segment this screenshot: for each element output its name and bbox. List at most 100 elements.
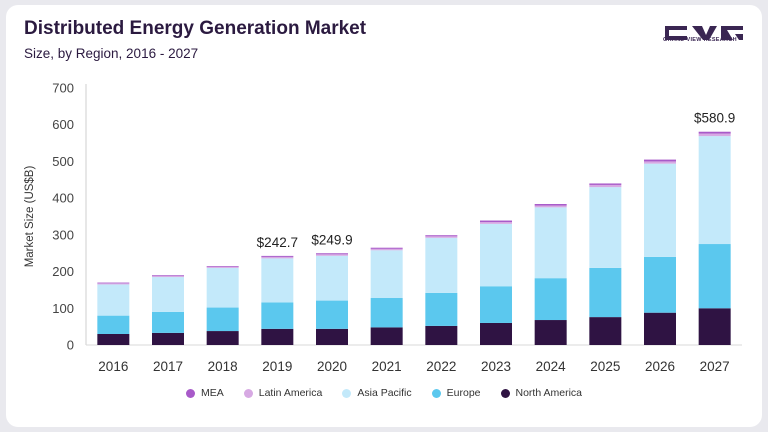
chart-title: Distributed Energy Generation Market	[24, 18, 367, 39]
x-tick-label: 2027	[700, 359, 730, 374]
data-label-2027: $580.9	[694, 111, 735, 126]
legend-swatch	[431, 388, 441, 398]
x-tick-label: 2020	[317, 359, 347, 374]
bar-segment-mea-2022	[425, 235, 458, 237]
bar-segment-europe-2027	[698, 244, 731, 309]
bar-segment-latin-america-2017	[152, 275, 184, 278]
bar-segment-asia-pacific-2021	[370, 250, 403, 299]
bar-segment-latin-america-2024	[534, 205, 567, 208]
bar-segment-mea-2027	[698, 131, 731, 134]
bar-segment-europe-2020	[316, 300, 348, 329]
bar-segment-north-america-2022	[425, 325, 458, 345]
legend-label: North America	[515, 387, 583, 399]
bar-segment-north-america-2019	[261, 328, 294, 345]
brand-name: GRAND VIEW RESEARCH	[663, 37, 737, 43]
data-label-2019: $242.7	[257, 235, 298, 250]
legend-swatch	[243, 388, 253, 398]
bar-segment-latin-america-2020	[316, 254, 348, 256]
legend-item-asia-pacific: Asia Pacific	[342, 387, 412, 399]
bar-segment-asia-pacific-2023	[480, 223, 512, 287]
bar-segment-latin-america-2026	[644, 161, 676, 164]
bar-segment-asia-pacific-2026	[644, 163, 676, 257]
y-tick-label: 200	[52, 264, 74, 279]
bar-segment-mea-2018	[206, 266, 239, 267]
bar-segment-asia-pacific-2019	[261, 258, 294, 303]
bar-segment-europe-2017	[152, 311, 184, 333]
bar-segment-mea-2021	[370, 247, 403, 249]
bar-segment-mea-2025	[589, 183, 622, 185]
legend-swatch	[342, 388, 352, 398]
bar-segment-mea-2026	[644, 159, 676, 162]
legend-label: Europe	[446, 387, 481, 399]
legend-swatch	[185, 388, 195, 398]
bar-segment-mea-2023	[480, 220, 512, 223]
bar-segment-latin-america-2019	[261, 256, 294, 259]
legend-label: MEA	[200, 387, 224, 399]
x-tick-label: 2026	[645, 359, 675, 374]
bar-segment-mea-2017	[152, 275, 184, 276]
bar-segment-north-america-2018	[206, 331, 239, 345]
x-tick-label: 2018	[208, 359, 238, 374]
x-tick-label: 2017	[153, 359, 183, 374]
bar-segment-europe-2023	[480, 286, 512, 323]
data-label-2020: $249.9	[311, 232, 352, 247]
bar-segment-north-america-2021	[370, 327, 403, 345]
bar-segment-europe-2025	[589, 267, 622, 318]
bar-segment-north-america-2023	[480, 322, 512, 345]
bar-segment-latin-america-2018	[206, 266, 239, 268]
legend-swatch	[500, 388, 510, 398]
bar-segment-latin-america-2023	[480, 222, 512, 224]
y-tick-label: 600	[52, 117, 74, 132]
bar-segment-asia-pacific-2024	[534, 207, 567, 279]
bar-segment-latin-america-2016	[97, 283, 130, 285]
y-tick-label: 100	[52, 301, 74, 316]
bar-segment-mea-2024	[534, 204, 567, 206]
y-tick-label: 0	[67, 338, 74, 353]
bar-segment-mea-2016	[97, 282, 130, 284]
bar-segment-north-america-2020	[316, 328, 348, 345]
bar-segment-asia-pacific-2022	[425, 237, 458, 293]
y-axis-title: Market Size (US$B)	[24, 166, 36, 268]
legend-item-mea: MEA	[185, 387, 224, 399]
bar-segment-europe-2016	[97, 315, 130, 334]
bar-segment-north-america-2026	[644, 312, 676, 345]
y-tick-label: 400	[52, 191, 74, 206]
bar-segment-asia-pacific-2027	[698, 136, 731, 245]
x-tick-label: 2019	[262, 359, 292, 374]
bar-segment-north-america-2024	[534, 320, 567, 345]
legend-label: Latin America	[258, 387, 323, 399]
bar-segment-mea-2020	[316, 253, 348, 255]
legend-item-europe: Europe	[431, 387, 481, 399]
bar-segment-latin-america-2027	[698, 133, 731, 137]
bar-segment-latin-america-2025	[589, 184, 622, 188]
bar-segment-asia-pacific-2018	[206, 267, 239, 308]
legend-label: Asia Pacific	[357, 387, 412, 399]
bar-segment-asia-pacific-2025	[589, 187, 622, 268]
y-tick-label: 700	[52, 81, 74, 96]
x-tick-label: 2022	[426, 359, 456, 374]
bar-segment-north-america-2025	[589, 317, 622, 345]
bar-segment-europe-2021	[370, 298, 403, 328]
legend-item-north-america: North America	[500, 387, 583, 399]
y-tick-label: 300	[52, 227, 74, 242]
bar-segment-europe-2026	[644, 256, 676, 313]
chart-legend: MEA Latin America Asia Pacific Europe North …	[0, 387, 768, 399]
bar-segment-north-america-2016	[97, 333, 130, 345]
bar-segment-europe-2022	[425, 292, 458, 326]
chart-subtitle: Size, by Region, 2016 - 2027	[24, 46, 199, 61]
chart-card	[6, 5, 762, 427]
bar-segment-europe-2018	[206, 307, 239, 332]
bar-segment-europe-2019	[261, 302, 294, 329]
legend-item-latin-america: Latin America	[243, 387, 323, 399]
x-tick-label: 2024	[536, 359, 567, 374]
bar-segment-north-america-2017	[152, 332, 184, 345]
bar-segment-asia-pacific-2017	[152, 277, 184, 312]
bar-segment-north-america-2027	[698, 308, 731, 345]
bar-segment-europe-2024	[534, 278, 567, 321]
bar-segment-latin-america-2022	[425, 236, 458, 238]
y-tick-label: 500	[52, 154, 74, 169]
brand-logo-icon	[665, 26, 743, 40]
x-tick-label: 2016	[98, 359, 128, 374]
bar-segment-latin-america-2021	[370, 248, 403, 251]
